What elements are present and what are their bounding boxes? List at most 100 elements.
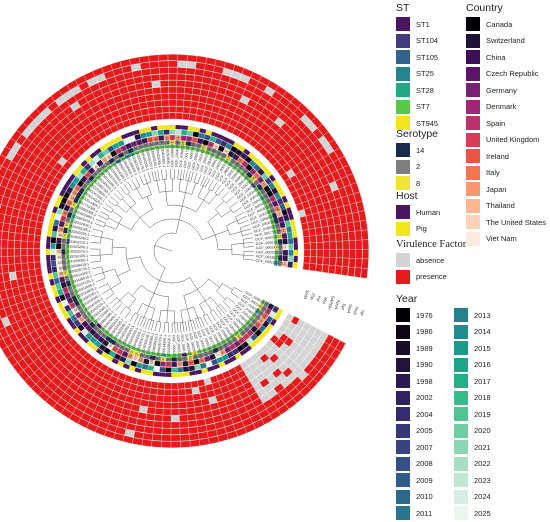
year-legend-swatch — [454, 341, 468, 355]
year-legend-label: 2018 — [474, 393, 491, 402]
virulence-ring-cell — [177, 74, 186, 81]
year-legend-label: 2009 — [416, 476, 433, 485]
tree-arc — [216, 304, 220, 307]
virulence-legend-label: absence — [416, 256, 444, 265]
virulence-ring-cell — [23, 277, 31, 285]
virulence-ring-cell — [168, 74, 177, 80]
host-legend-item: Pig — [396, 221, 458, 238]
virulence-ring-cell — [155, 107, 163, 114]
tree-arc — [135, 313, 138, 315]
tree-branch — [144, 174, 147, 183]
virulence-ring-cell — [195, 62, 205, 70]
country-legend-swatch — [466, 34, 480, 48]
virulence-ring-cell — [183, 107, 191, 114]
year-legend-label: 2025 — [474, 509, 491, 518]
virulence-ring-cell — [141, 393, 149, 400]
tree-branch — [234, 287, 243, 292]
year-legend-swatch — [454, 506, 468, 520]
country-legend-label: Denmark — [486, 102, 516, 111]
host-ring-cell — [46, 249, 50, 255]
country-legend-item: Spain — [466, 115, 550, 132]
tree-branch — [200, 304, 206, 315]
virulence-ring-cell — [188, 420, 197, 427]
virulence-ring-cell — [342, 258, 349, 267]
host-ring-cell — [140, 369, 147, 374]
tree-branch — [200, 317, 204, 326]
country-legend-item: Germany — [466, 82, 550, 99]
virulence-ring-cell — [339, 215, 347, 225]
year-legend-item: 2014 — [454, 324, 516, 341]
tree-branch — [223, 301, 230, 308]
tree-branch — [207, 314, 212, 323]
tree-branch — [239, 220, 248, 224]
year-legend-swatch — [454, 490, 468, 504]
year-legend-label: 2022 — [474, 459, 491, 468]
virulence-ring-cell — [158, 382, 165, 389]
tree-arc — [215, 209, 221, 217]
virulence-ring-cell — [336, 233, 343, 242]
year-legend-label: 2007 — [416, 443, 433, 452]
host-ring-cell — [177, 372, 183, 376]
year-legend-label: 1998 — [416, 377, 433, 386]
virulence-ring-cell — [198, 385, 206, 393]
virulence-ring-cell — [149, 114, 157, 121]
virulence-ring-cell — [171, 396, 178, 402]
host-ring-cell — [291, 225, 296, 232]
virulence-ring-cell — [182, 113, 189, 120]
year-legend-item: 2021 — [454, 439, 516, 456]
country-legend-swatch — [466, 17, 480, 31]
tree-branch — [155, 171, 157, 181]
tree-branch — [241, 229, 251, 232]
country-legend-swatch — [466, 166, 480, 180]
tree-branch — [112, 211, 122, 218]
tree-branch — [103, 207, 111, 212]
virulence-ring-cell — [21, 256, 28, 264]
virulence-ring-cell — [176, 93, 184, 100]
virulence-ring-cell — [328, 225, 335, 234]
tree-branch — [195, 319, 198, 328]
st-legend-swatch — [396, 50, 410, 64]
tree-branch — [179, 206, 182, 220]
virulence-ring-cell — [335, 266, 342, 275]
virulence-ring-cell — [184, 382, 191, 389]
virulence-ring-cell — [164, 389, 171, 395]
year-ring-cell — [54, 278, 60, 285]
tree-branch — [164, 323, 165, 333]
tree-branch — [190, 321, 193, 331]
virulence-ring-cell — [139, 56, 149, 64]
year-legend-item: 2020 — [454, 423, 516, 440]
tree-branch — [111, 282, 121, 288]
year-legend-swatch — [454, 407, 468, 421]
tree-branch — [230, 232, 242, 235]
virulence-ring-cell — [191, 95, 199, 102]
virulence-ring-cell — [348, 231, 355, 240]
virulence-ring-cell — [161, 100, 169, 107]
tree-branch — [100, 254, 112, 255]
virulence-ring-cell — [153, 428, 162, 435]
country-legend-swatch — [466, 182, 480, 196]
country-legend-swatch — [466, 116, 480, 130]
virulence-ring-cell — [146, 94, 154, 101]
host-ring-cell — [47, 267, 52, 274]
virulence-ring-cell — [323, 257, 330, 265]
st-legend-label: ST25 — [416, 69, 434, 78]
virulence-ring-cell — [195, 69, 205, 76]
host-ring-cell — [49, 218, 54, 225]
tree-branch — [137, 188, 143, 198]
tree-branch — [161, 170, 162, 180]
virulence-ring-cell — [157, 389, 164, 396]
virulence-ring-cell — [317, 242, 323, 250]
virulence-ring-cell — [309, 228, 316, 236]
tip-label: GCF_000437225.1 — [172, 335, 177, 366]
virulence-ring-cell — [355, 258, 362, 268]
tree-branch — [168, 297, 169, 311]
host-ring-cell — [48, 273, 53, 280]
virulence-ring-cell — [304, 243, 310, 250]
st-legend-item: ST105 — [396, 49, 458, 66]
tree-branch — [127, 257, 141, 260]
country-legend-item: Switzerland — [466, 33, 550, 50]
tree-branch — [215, 230, 228, 235]
tree-branch — [205, 301, 212, 311]
country-legend-item: Japan — [466, 181, 550, 198]
tree-arc — [127, 193, 130, 195]
